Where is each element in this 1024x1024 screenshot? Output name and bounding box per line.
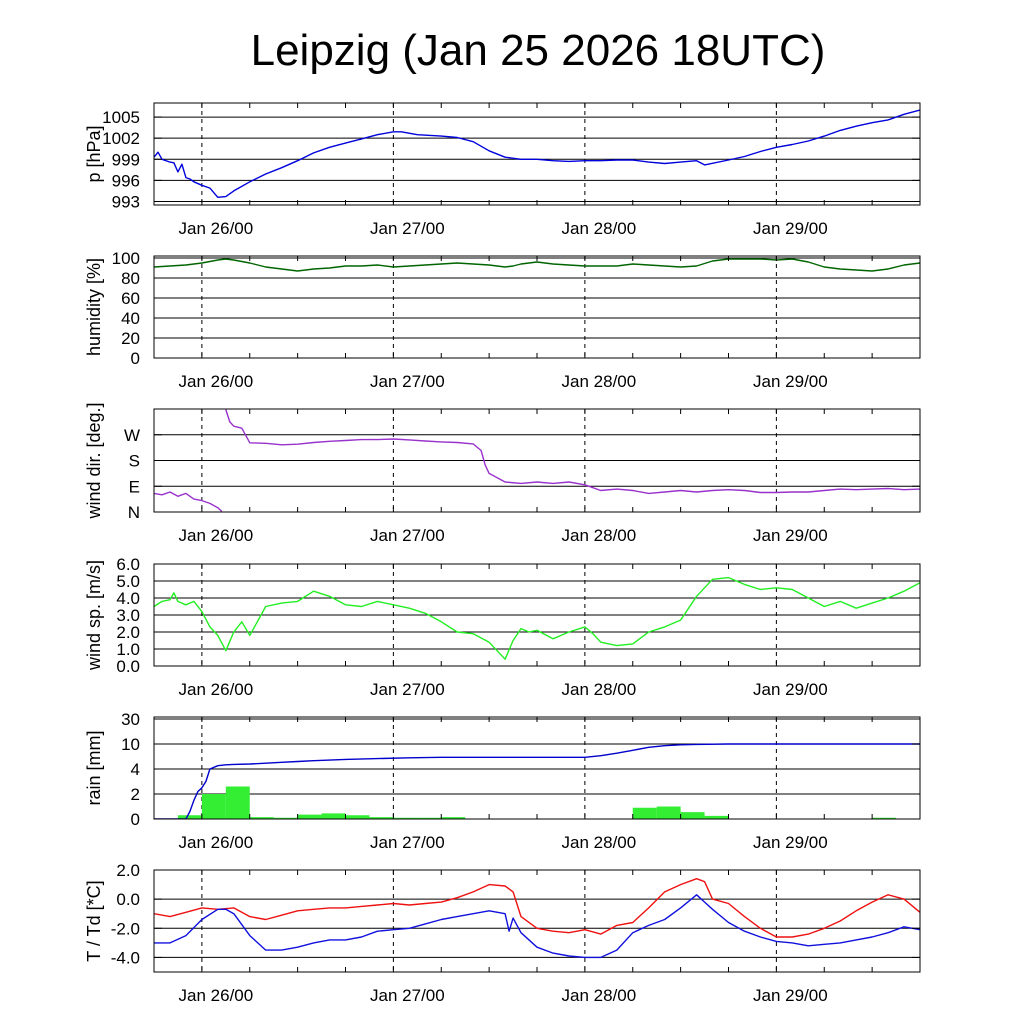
wind_speed-y-tick-label: 2.0 — [116, 623, 140, 642]
temperature-x-tick-label: Jan 27/00 — [370, 986, 445, 1005]
rain-y-tick-label: 30 — [121, 710, 140, 729]
rain-x-tick-label: Jan 26/00 — [179, 833, 254, 852]
pressure-x-tick-label: Jan 29/00 — [753, 219, 828, 238]
temperature-x-tick-label: Jan 28/00 — [562, 986, 637, 1005]
pressure-y-tick-label: 993 — [112, 192, 140, 211]
rain-y-tick-label: 2 — [131, 785, 140, 804]
page-title: Leipzig (Jan 25 2026 18UTC) — [250, 26, 826, 75]
temperature-x-tick-label: Jan 29/00 — [753, 986, 828, 1005]
rain-bar — [177, 815, 202, 819]
pressure-y-tick-label: 999 — [112, 150, 140, 169]
wind_speed-x-tick-label: Jan 27/00 — [370, 680, 445, 699]
rain-y-tick-label: 4 — [131, 760, 140, 779]
humidity-series-humidity — [154, 258, 920, 272]
humidity-y-tick-label: 40 — [121, 309, 140, 328]
temperature-series-td — [154, 894, 920, 959]
wind_speed-panel: 6.05.04.03.02.01.00.0 Jan 26/00 Jan 27/00 J… — [84, 555, 921, 699]
humidity-x-tick-label: Jan 27/00 — [370, 372, 445, 391]
wind_speed-y-tick-label: 5.0 — [116, 572, 140, 591]
rain-x-tick-label: Jan 28/00 — [562, 833, 637, 852]
humidity-y-tick-label: 100 — [112, 249, 140, 268]
temperature-y-tick-label: 0.0 — [116, 890, 140, 909]
wind_dir-x-tick-label: Jan 28/00 — [562, 526, 637, 545]
humidity-y-axis-label: humidity [%] — [84, 258, 104, 356]
temperature-panel: 2.0 0.0 -2.0 -4.0 Jan 26/00 Jan 27/00 Jan 28/0… — [84, 861, 921, 1005]
temperature-y-tick-label: 2.0 — [116, 861, 140, 880]
humidity-frame — [153, 255, 921, 359]
temperature-frame — [153, 869, 921, 973]
temperature-y-tick-label: -4.0 — [111, 948, 140, 967]
rain-bar — [680, 812, 705, 819]
temperature-y-axis-label: T / Td [*C] — [84, 880, 104, 961]
rain-bar — [249, 817, 274, 819]
pressure-x-tick-label: Jan 26/00 — [179, 219, 254, 238]
wind_speed-y-tick-label: 6.0 — [116, 555, 140, 574]
wind_speed-y-tick-label: 3.0 — [116, 606, 140, 625]
pressure-series-pressure — [154, 109, 920, 199]
rain-bar — [632, 807, 657, 819]
wind_speed-y-tick-label: 0.0 — [116, 657, 140, 676]
rain-bar — [417, 817, 442, 819]
wind_dir-y-tick-label: S — [129, 452, 140, 471]
pressure-y-tick-label: 1005 — [102, 108, 140, 127]
rain-bar — [369, 817, 394, 819]
pressure-y-axis-label: p [hPa] — [84, 125, 104, 182]
wind_dir-y-tick-label: E — [129, 477, 140, 496]
rain-bar — [872, 817, 897, 819]
wind_dir-x-tick-label: Jan 27/00 — [370, 526, 445, 545]
wind_dir-x-tick-label: Jan 29/00 — [753, 526, 828, 545]
wind_dir-series-wind_dir — [154, 491, 223, 512]
rain-bar — [393, 817, 418, 819]
temperature-x-tick-label: Jan 26/00 — [179, 986, 254, 1005]
rain-y-axis-label: rain [mm] — [84, 730, 104, 805]
rain-bar — [225, 786, 250, 819]
rain-bar — [201, 794, 226, 819]
wind_speed-x-tick-label: Jan 28/00 — [562, 680, 637, 699]
wind_dir-y-tick-label: N — [128, 503, 140, 522]
rain-frame — [153, 716, 921, 820]
wind_dir-y-axis-label: wind dir. [deg.] — [84, 402, 104, 519]
wind_dir-y-tick-label: W — [124, 426, 140, 445]
wind_speed-y-axis-label: wind sp. [m/s] — [84, 560, 104, 671]
pressure-y-tick-label: 996 — [112, 171, 140, 190]
rain-bar — [704, 815, 729, 819]
pressure-x-tick-label: Jan 28/00 — [562, 219, 637, 238]
rain-bar — [297, 814, 322, 819]
rain-y-tick-label: 0 — [131, 810, 140, 829]
humidity-x-tick-label: Jan 26/00 — [179, 372, 254, 391]
humidity-x-tick-label: Jan 29/00 — [753, 372, 828, 391]
temperature-series-t — [154, 878, 920, 938]
humidity-y-tick-label: 80 — [121, 269, 140, 288]
rain-panel: 30 10 4 2 0 Jan 26/00 Jan 27/00 Jan 28/00 Jan 29… — [84, 710, 921, 852]
rain-bar — [441, 817, 466, 819]
temperature-y-tick-label: -2.0 — [111, 919, 140, 938]
pressure-x-tick-label: Jan 27/00 — [370, 219, 445, 238]
wind_speed-x-tick-label: Jan 26/00 — [179, 680, 254, 699]
wind_speed-y-tick-label: 4.0 — [116, 589, 140, 608]
wind_dir-series-wind_dir — [225, 409, 920, 495]
humidity-x-tick-label: Jan 28/00 — [562, 372, 637, 391]
wind_speed-series-wind_speed — [154, 576, 920, 660]
humidity-y-tick-label: 0 — [131, 349, 140, 368]
rain-bar — [321, 813, 346, 819]
rain-bar — [273, 817, 298, 819]
pressure-panel: 1005 1002 999 996 993 Jan 26/00 Jan 27/00 Jan 2… — [84, 102, 921, 238]
pressure-frame — [153, 102, 921, 206]
rain-y-tick-label: 10 — [121, 735, 140, 754]
rain-x-tick-label: Jan 27/00 — [370, 833, 445, 852]
rain-bar — [345, 815, 370, 819]
pressure-y-tick-label: 1002 — [102, 129, 140, 148]
rain-series-accumulated-rain — [154, 743, 920, 819]
wind_speed-y-tick-label: 1.0 — [116, 640, 140, 659]
humidity-y-tick-label: 20 — [121, 329, 140, 348]
wind_dir-x-tick-label: Jan 26/00 — [179, 526, 254, 545]
humidity-y-tick-label: 60 — [121, 289, 140, 308]
rain-x-tick-label: Jan 29/00 — [753, 833, 828, 852]
rain-bar — [656, 806, 681, 819]
wind_speed-x-tick-label: Jan 29/00 — [753, 680, 828, 699]
